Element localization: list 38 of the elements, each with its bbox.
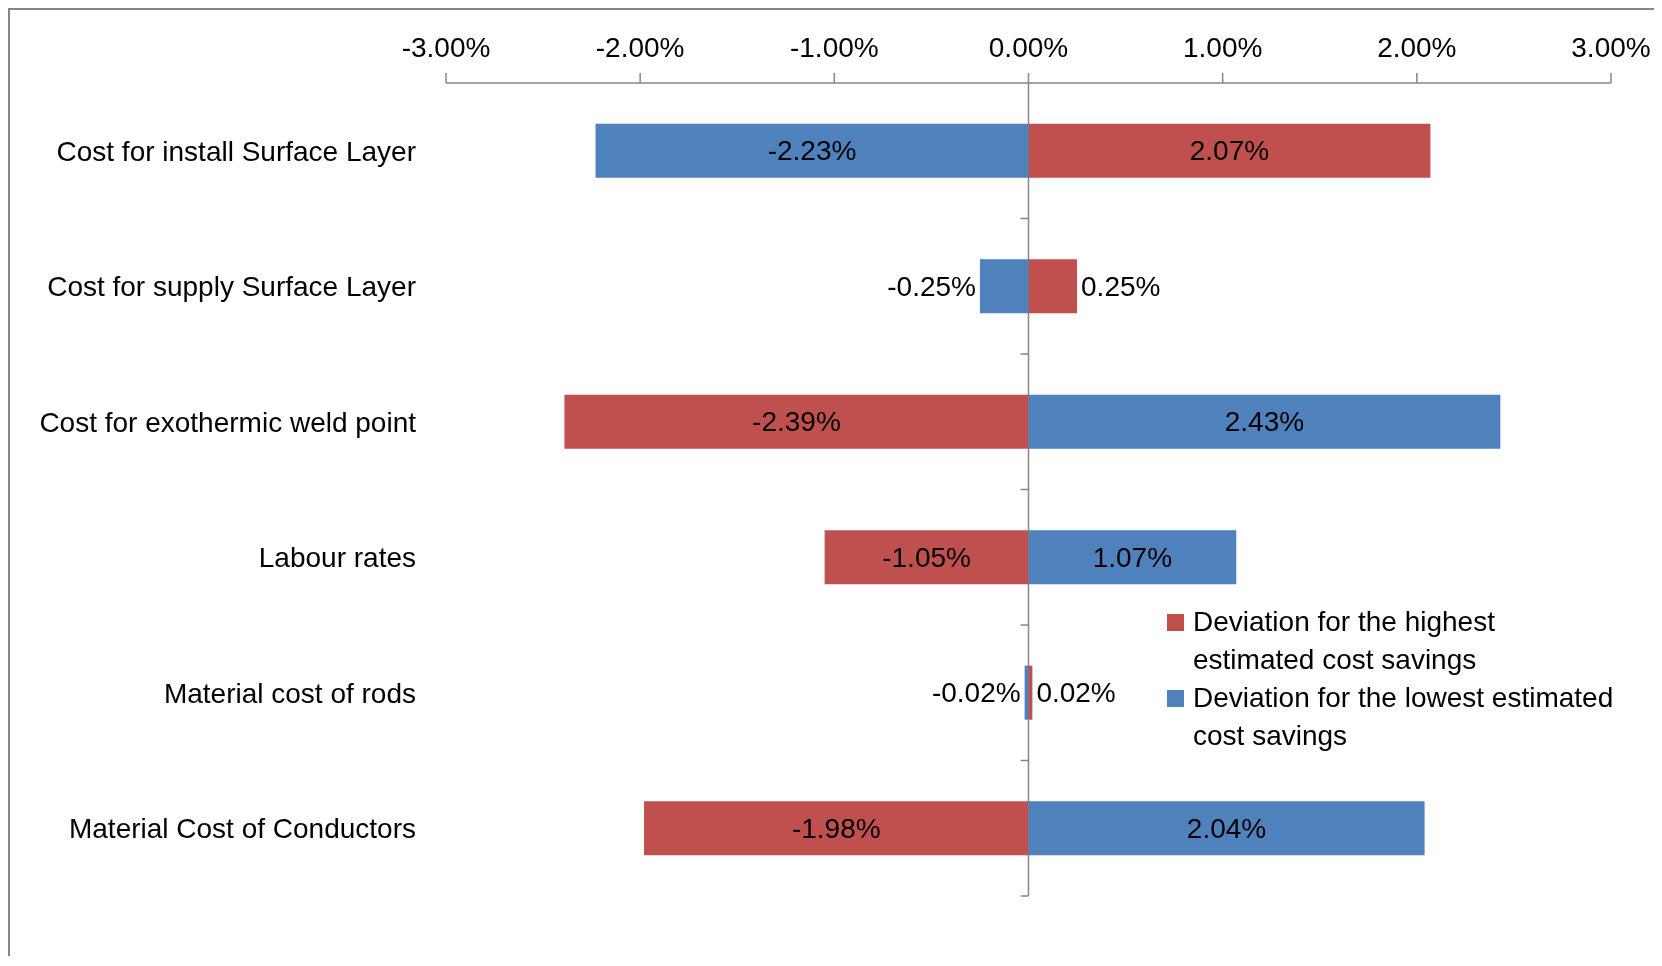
data-label: -2.39% <box>752 406 841 438</box>
bar <box>1028 530 1237 585</box>
bar <box>1028 394 1501 449</box>
y-tick-label: Material cost of rods <box>163 677 416 709</box>
data-label: 2.07% <box>1189 135 1270 167</box>
data-label: -2.23% <box>767 135 857 167</box>
data-label: -1.98% <box>791 812 881 844</box>
data-label: 2.04% <box>1186 812 1267 844</box>
y-tick-label: Labour rates <box>258 542 416 574</box>
bar <box>1024 665 1029 720</box>
bar <box>824 530 1029 585</box>
bar <box>1028 801 1425 856</box>
x-tick-label: 1.00% <box>1182 32 1263 63</box>
data-label: 2.43% <box>1224 406 1305 438</box>
data-label: -0.25% <box>887 270 976 302</box>
data-label: -0.02% <box>931 677 1021 709</box>
bar <box>1028 259 1078 314</box>
data-label: 0.02% <box>1036 677 1116 709</box>
legend-label: Deviation for the lowest estimated cost savings <box>1193 681 1615 754</box>
x-tick-label: -2.00% <box>595 32 685 63</box>
bar <box>1028 123 1431 178</box>
x-tick-label: -1.00% <box>789 32 879 63</box>
y-tick-label: Cost for exothermic weld point <box>39 406 417 438</box>
data-label: 1.07% <box>1092 541 1173 573</box>
y-tick-label: Cost for supply Surface Layer <box>47 271 416 303</box>
x-tick-label: 2.00% <box>1377 32 1457 63</box>
bar <box>595 123 1029 178</box>
x-tick-label: 0.00% <box>988 32 1069 63</box>
y-tick-label: Material Cost of Conductors <box>68 813 416 845</box>
bar <box>979 259 1029 314</box>
data-label: 0.25% <box>1081 270 1161 302</box>
x-tick-label: -3.00% <box>401 32 491 63</box>
data-label: -1.05% <box>882 541 971 573</box>
bar <box>564 394 1029 449</box>
bar <box>644 801 1029 856</box>
legend-label: Deviation for the highest estimated cost savings <box>1193 605 1496 678</box>
y-tick-label: Cost for install Surface Layer <box>56 135 416 167</box>
x-tick-label: 3.00% <box>1571 32 1651 63</box>
